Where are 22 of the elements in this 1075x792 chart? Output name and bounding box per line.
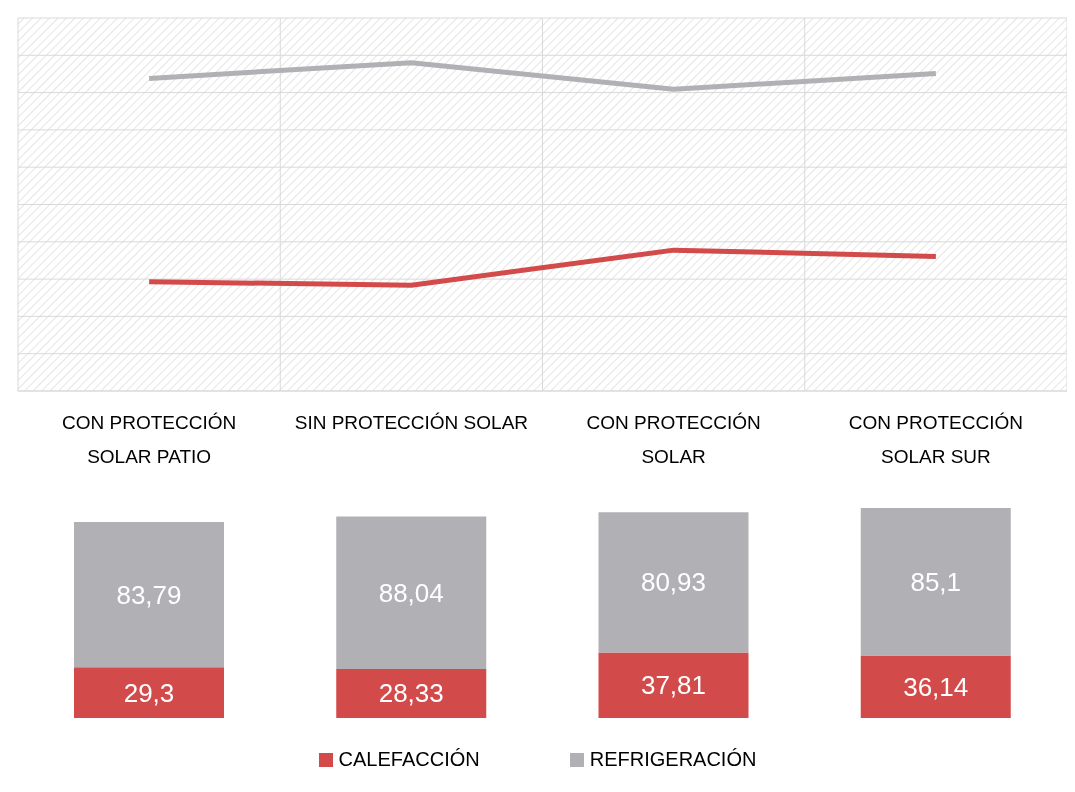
- data-label: 28,33: [378, 678, 444, 709]
- x-tick-label: CON PROTECCIÓN SOLAR PATIO: [62, 412, 237, 467]
- bar: [598, 512, 749, 653]
- bar: [860, 655, 1011, 718]
- data-label: 80,93: [640, 567, 707, 598]
- x-tick-label: SIN PROTECCIÓN SOLAR: [294, 412, 529, 433]
- bar: [336, 668, 487, 718]
- x-tick-label: CON PROTECCIÓN SOLAR SUR: [848, 412, 1023, 467]
- data-label: 88,04: [378, 577, 444, 608]
- bar: [74, 667, 224, 718]
- legend-label: CALEFACCIÓN: [338, 748, 480, 771]
- bar: [336, 516, 487, 669]
- data-label: 29,3: [123, 677, 175, 708]
- bar: [860, 508, 1011, 656]
- bar: [74, 522, 224, 668]
- data-label: 36,14: [903, 671, 969, 702]
- data-label: 37,81: [640, 670, 707, 701]
- data-label: 85,1: [910, 566, 962, 597]
- bar: [598, 652, 749, 718]
- data-label: 83,79: [116, 579, 182, 610]
- x-tick-label: CON PROTECCIÓN SOLAR: [586, 412, 761, 467]
- legend-label: REFRIGERACIÓN: [589, 748, 757, 771]
